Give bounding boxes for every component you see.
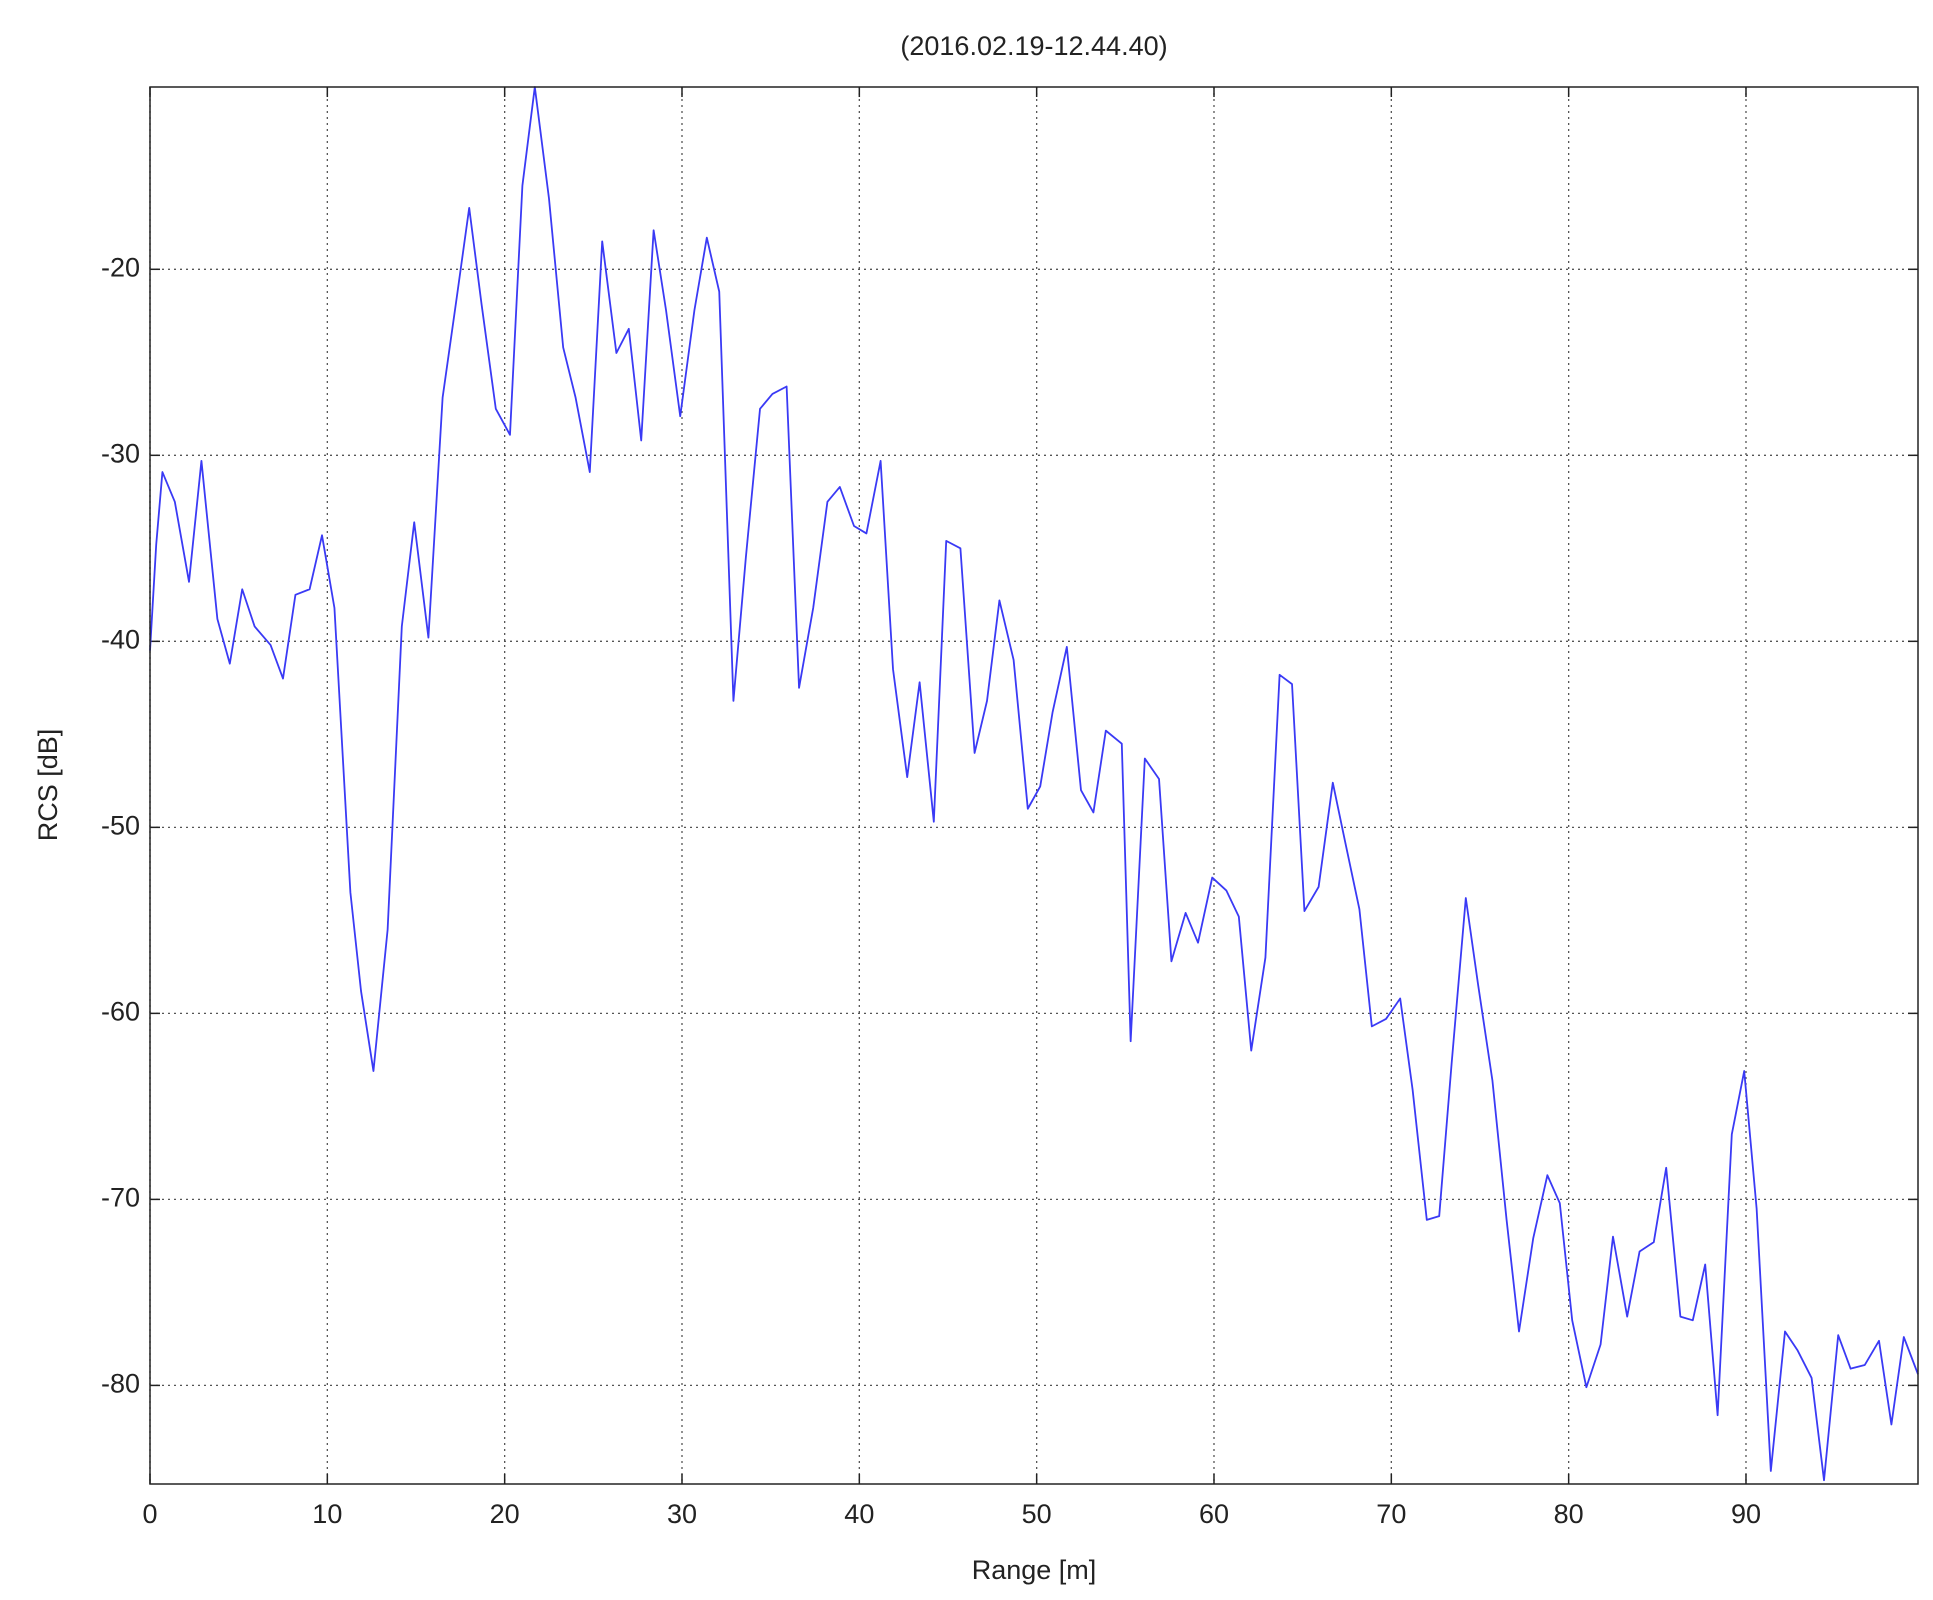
x-tick-label: 40 — [844, 1499, 874, 1529]
x-tick-label: 80 — [1554, 1499, 1584, 1529]
y-tick-label: -80 — [101, 1369, 140, 1399]
y-axis-label: RCS [dB] — [33, 729, 63, 842]
x-tick-label: 60 — [1199, 1499, 1229, 1529]
x-tick-label: 70 — [1376, 1499, 1406, 1529]
y-tick-label: -20 — [101, 252, 140, 282]
x-tick-label: 90 — [1731, 1499, 1761, 1529]
x-tick-label: 0 — [142, 1499, 157, 1529]
y-tick-label: -70 — [101, 1183, 140, 1213]
plot-frame — [149, 86, 1919, 1485]
x-tick-label: 10 — [312, 1499, 342, 1529]
x-tick-label: 30 — [667, 1499, 697, 1529]
y-tick-label: -40 — [101, 624, 140, 654]
chart-title: (2016.02.19-12.44.40) — [900, 31, 1167, 61]
x-tick-label: 20 — [490, 1499, 520, 1529]
x-tick-label: 50 — [1022, 1499, 1052, 1529]
y-tick-label: -60 — [101, 996, 140, 1026]
x-axis-label: Range [m] — [972, 1555, 1097, 1585]
y-tick-label: -50 — [101, 810, 140, 840]
plot-area — [150, 87, 1918, 1484]
y-tick-label: -30 — [101, 438, 140, 468]
line-series — [149, 86, 1919, 1482]
